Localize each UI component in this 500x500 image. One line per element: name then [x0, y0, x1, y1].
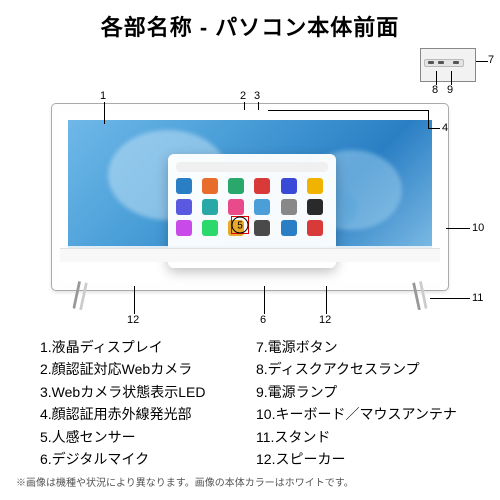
legend-row: 11.スタンド [256, 426, 472, 448]
legend-row: 1.液晶ディスプレイ [40, 336, 256, 358]
footnote: ※画像は機種や状況により異なります。画像の本体カラーはホワイトです。 [0, 472, 500, 489]
legend: 1.液晶ディスプレイ2.顔認証対応Webカメラ3.Webカメラ状態表示LED4.… [0, 326, 500, 472]
callout-number-8: 8 [432, 84, 438, 96]
callout-number-2: 2 [240, 90, 246, 102]
callout-number-7: 7 [488, 54, 494, 66]
start-menu-app-icon [307, 220, 323, 236]
start-menu-app-icon [202, 220, 218, 236]
legend-row: 10.キーボード／マウスアンテナ [256, 403, 472, 425]
callout-number-12-right: 12 [319, 314, 331, 326]
start-menu-app-icon [228, 178, 244, 194]
inset-port-panel [420, 48, 476, 82]
page-title: 各部名称 - パソコン本体前面 [0, 0, 500, 48]
legend-row: 8.ディスクアクセスランプ [256, 358, 472, 380]
start-menu-app-icon [254, 199, 270, 215]
legend-row: 6.デジタルマイク [40, 448, 256, 470]
callout-number-9: 9 [447, 84, 453, 96]
legend-col-left: 1.液晶ディスプレイ2.顔認証対応Webカメラ3.Webカメラ状態表示LED4.… [40, 336, 256, 470]
start-menu-app-icon [176, 199, 192, 215]
callout-number-5-circle: 5 [228, 213, 252, 237]
start-menu-app-icon [307, 178, 323, 194]
start-menu-app-icon [254, 178, 270, 194]
callout-number-6: 6 [260, 314, 266, 326]
start-menu-app-icon [176, 178, 192, 194]
callout-number-4: 4 [442, 122, 448, 134]
start-menu-grid [176, 178, 328, 236]
legend-row: 4.顔認証用赤外線発光部 [40, 403, 256, 425]
svg-text:5: 5 [237, 221, 243, 232]
legend-col-right: 7.電源ボタン8.ディスクアクセスランプ9.電源ランプ10.キーボード／マウスア… [256, 336, 472, 470]
start-menu-app-icon [202, 199, 218, 215]
start-menu-app-icon [254, 220, 270, 236]
diagram-area: 7 8 9 1 [0, 48, 500, 326]
start-menu-app-icon [176, 220, 192, 236]
start-menu-app-icon [281, 220, 297, 236]
start-menu-app-icon [281, 199, 297, 215]
monitor-illustration [52, 104, 448, 310]
start-menu-app-icon [281, 178, 297, 194]
legend-row: 12.スピーカー [256, 448, 472, 470]
callout-number-3: 3 [254, 90, 260, 102]
start-menu-app-icon [202, 178, 218, 194]
callout-number-1: 1 [100, 90, 106, 102]
start-menu-app-icon [307, 199, 323, 215]
callout-number-11: 11 [472, 292, 483, 304]
callout-number-12-left: 12 [127, 314, 139, 326]
legend-row: 7.電源ボタン [256, 336, 472, 358]
legend-row: 3.Webカメラ状態表示LED [40, 381, 256, 403]
callout-number-10: 10 [472, 222, 484, 234]
legend-row: 9.電源ランプ [256, 381, 472, 403]
legend-row: 5.人感センサー [40, 426, 256, 448]
legend-row: 2.顔認証対応Webカメラ [40, 358, 256, 380]
